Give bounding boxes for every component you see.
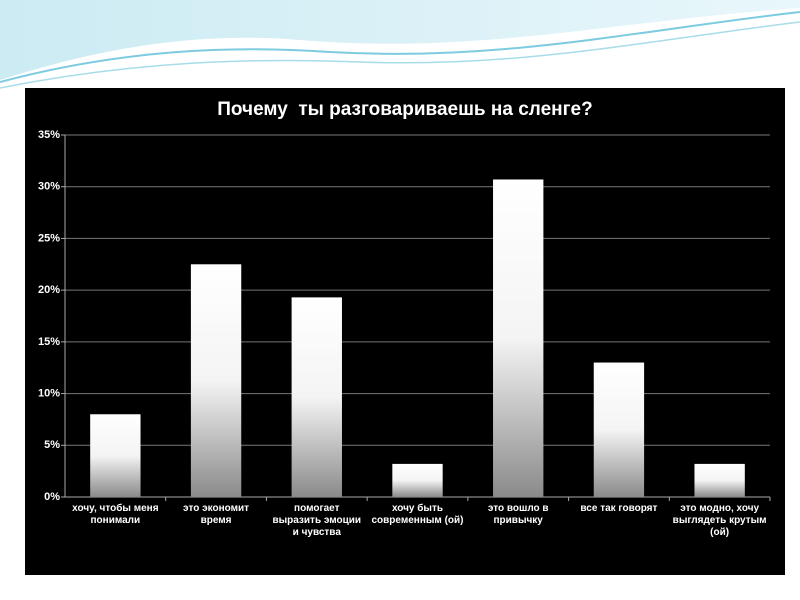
chart-background: [25, 88, 785, 575]
y-tick-label: 10%: [38, 387, 60, 399]
x-tick-label-box: хочу, чтобы меня понимали: [72, 503, 159, 526]
bar: [392, 463, 443, 497]
x-tick-label: это модно, хочу выглядеть крутым (ой): [672, 503, 767, 538]
x-tick-label-box: все так говорят: [580, 503, 658, 514]
x-tick-label: все так говорят: [580, 503, 658, 514]
bar: [291, 297, 342, 497]
x-tick-label-box: это экономит время: [183, 503, 250, 526]
y-tick-label: 0%: [44, 491, 60, 503]
x-tick-label-box: хочу быть современным (ой): [371, 503, 464, 526]
chart-title: Почему ты разговариваешь на сленге?: [217, 99, 592, 120]
x-tick-label-box: помогает выразить эмоции и чувства: [272, 503, 362, 538]
x-tick-label: хочу, чтобы меня понимали: [72, 503, 159, 526]
x-tick-label-box: это вошло в привычку: [487, 503, 549, 526]
y-tick-label: 30%: [38, 181, 60, 193]
x-tick-label: помогает выразить эмоции и чувства: [272, 503, 362, 538]
bar: [694, 463, 745, 497]
x-tick-label: это вошло в привычку: [487, 503, 549, 526]
y-tick-label: 35%: [38, 129, 60, 141]
decoration: [0, 0, 800, 89]
x-tick-label-box: это модно, хочу выглядеть крутым (ой): [672, 503, 767, 538]
bar: [593, 362, 645, 497]
x-tick-label: хочу быть современным (ой): [371, 503, 464, 526]
y-tick-label: 15%: [38, 336, 60, 348]
x-tick-label: это экономит время: [183, 503, 250, 526]
bar: [493, 179, 544, 497]
y-tick-label: 5%: [44, 439, 60, 451]
bar: [90, 414, 141, 497]
y-tick-label: 25%: [38, 232, 60, 244]
y-tick-label: 20%: [38, 284, 60, 296]
bar: [190, 264, 242, 497]
